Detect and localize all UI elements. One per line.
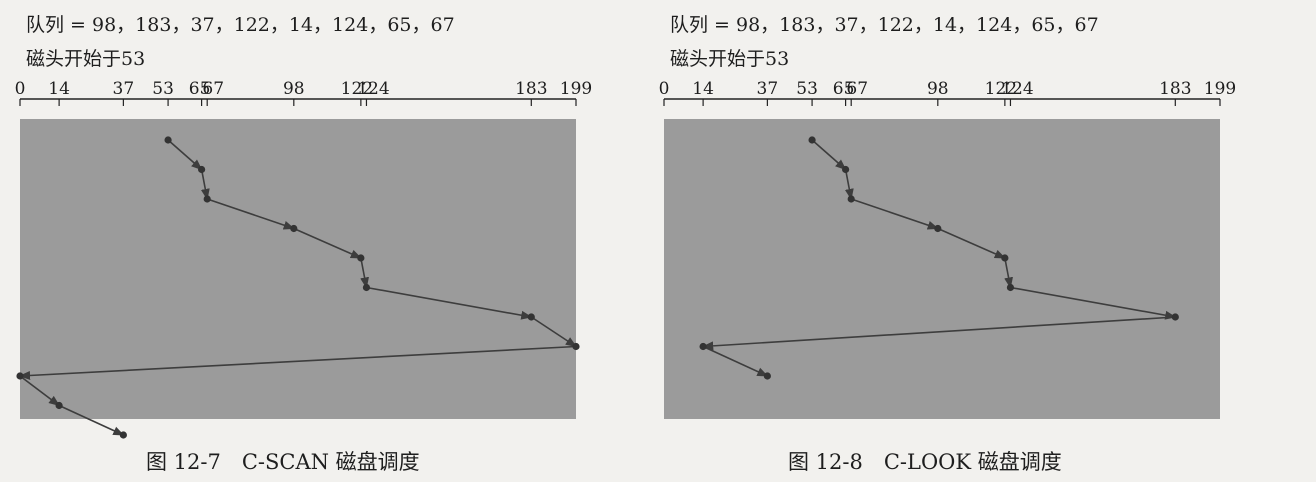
cscan-figure: 队列 = 98，183，37，122，14，124，65，67 磁头开始于53 …: [15, 0, 638, 482]
seek-point: [847, 195, 855, 203]
x-tick-label: 122: [985, 79, 1017, 99]
queue-label: 队列 = 98，183，37，122，14，124，65，67: [670, 14, 1099, 36]
seek-segment: [811, 139, 847, 171]
seek-point: [198, 165, 206, 174]
seek-point: [164, 136, 172, 144]
queue-label: 队列 = 98，183，37，122，14，124，65，67: [26, 14, 455, 36]
x-tick-label: 14: [48, 79, 70, 99]
seek-segment: [18, 345, 577, 380]
seek-point: [357, 254, 365, 262]
x-tick-label: 53: [152, 79, 174, 99]
seek-segment: [206, 198, 295, 230]
x-tick-label: 37: [113, 79, 135, 99]
seek-point: [934, 224, 942, 233]
seek-point: [1001, 254, 1009, 262]
seek-point: [572, 342, 580, 351]
x-tick-label: 98: [927, 79, 949, 99]
seek-segment: [200, 169, 210, 201]
x-tick-label: 67: [846, 79, 868, 99]
seek-point: [16, 372, 24, 380]
x-tick-label: 122: [341, 79, 373, 99]
seek-segment: [1004, 257, 1013, 289]
x-tick-label: 183: [1159, 79, 1191, 99]
x-tick-label: 65: [833, 79, 855, 99]
seek-segment: [937, 227, 1006, 259]
seek-segment: [58, 404, 125, 436]
seek-segment: [702, 345, 769, 377]
clook-figure: 队列 = 98，183，37，122，14，124，65，67 磁头开始于53 …: [659, 0, 1282, 482]
seek-point: [203, 195, 211, 203]
seek-segment: [167, 139, 203, 171]
x-tick-label: 0: [15, 79, 26, 99]
x-tick-label: 124: [1001, 79, 1033, 99]
seek-segment: [360, 257, 369, 289]
seek-segment: [844, 169, 854, 201]
seek-segment: [701, 316, 1176, 351]
seek-point: [1171, 313, 1179, 321]
seek-segment: [293, 227, 362, 259]
x-tick-label: 14: [692, 79, 714, 99]
seek-point: [842, 165, 850, 174]
seek-segment: [366, 286, 533, 320]
figure-caption: 图 12-8 C-LOOK 磁盘调度: [788, 450, 1062, 474]
x-tick-label: 199: [560, 79, 592, 99]
seek-point: [763, 372, 771, 380]
seek-segment: [1010, 286, 1177, 320]
seek-segment: [530, 316, 577, 348]
seek-point: [119, 431, 127, 439]
seek-point: [808, 136, 816, 144]
x-tick-label: 199: [1204, 79, 1236, 99]
seek-segment: [850, 198, 939, 230]
x-tick-label: 53: [796, 79, 818, 99]
x-tick-label: 98: [283, 79, 305, 99]
head-start-label: 磁头开始于53: [26, 48, 146, 70]
head-start-label: 磁头开始于53: [670, 48, 790, 70]
x-tick-label: 37: [757, 79, 779, 99]
x-tick-label: 124: [357, 79, 389, 99]
plot-area: [20, 119, 576, 419]
seek-point: [527, 313, 535, 321]
x-tick-label: 65: [189, 79, 211, 99]
x-tick-label: 183: [515, 79, 547, 99]
seek-point: [55, 401, 63, 410]
x-tick-label: 0: [659, 79, 670, 99]
seek-point: [290, 224, 298, 233]
plot-area: [664, 119, 1220, 419]
x-tick-label: 67: [202, 79, 224, 99]
figure-caption: 图 12-7 C-SCAN 磁盘调度: [146, 450, 420, 474]
seek-point: [1006, 283, 1015, 292]
seek-segment: [19, 375, 61, 407]
seek-point: [362, 283, 371, 292]
seek-point: [699, 342, 707, 351]
